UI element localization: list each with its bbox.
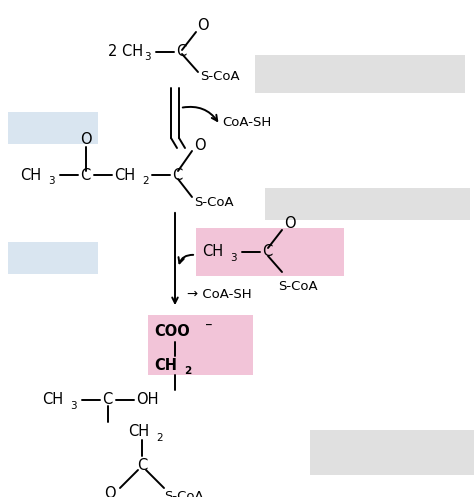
Text: 3: 3 bbox=[144, 52, 151, 62]
Text: 3: 3 bbox=[70, 401, 77, 411]
Text: COO: COO bbox=[154, 325, 190, 339]
Text: CH: CH bbox=[128, 424, 149, 439]
Text: 2: 2 bbox=[184, 366, 191, 376]
Text: O: O bbox=[284, 217, 296, 232]
Text: C: C bbox=[102, 393, 112, 408]
Text: O: O bbox=[197, 18, 209, 33]
Bar bbox=[255, 55, 465, 93]
Text: O: O bbox=[194, 138, 206, 153]
Text: S-CoA: S-CoA bbox=[194, 196, 234, 210]
Text: CH: CH bbox=[114, 167, 135, 182]
Text: ⁻: ⁻ bbox=[205, 321, 213, 335]
Text: C: C bbox=[176, 45, 186, 60]
Text: S-CoA: S-CoA bbox=[200, 70, 240, 83]
Text: 2 CH: 2 CH bbox=[108, 45, 143, 60]
Bar bbox=[196, 228, 344, 276]
Text: C: C bbox=[262, 245, 272, 259]
Text: 2: 2 bbox=[142, 176, 149, 186]
Text: OH: OH bbox=[136, 393, 158, 408]
Text: → CoA-SH: → CoA-SH bbox=[187, 288, 252, 302]
Text: S-CoA: S-CoA bbox=[164, 490, 204, 497]
Text: CH: CH bbox=[202, 245, 223, 259]
Text: O: O bbox=[80, 132, 91, 147]
Text: 2: 2 bbox=[156, 433, 163, 443]
Text: CH: CH bbox=[42, 393, 63, 408]
Text: 3: 3 bbox=[230, 253, 237, 263]
Text: 3: 3 bbox=[48, 176, 55, 186]
Bar bbox=[310, 430, 474, 475]
Bar bbox=[8, 112, 98, 144]
Bar bbox=[148, 315, 253, 375]
Text: CoA-SH: CoA-SH bbox=[222, 116, 271, 130]
Text: S-CoA: S-CoA bbox=[278, 279, 318, 293]
Bar bbox=[8, 242, 98, 274]
Text: CH: CH bbox=[20, 167, 41, 182]
Text: O: O bbox=[104, 487, 116, 497]
Text: C: C bbox=[80, 167, 90, 182]
Text: C: C bbox=[137, 459, 147, 474]
Bar bbox=[265, 188, 470, 220]
Text: CH: CH bbox=[154, 357, 177, 372]
Text: C: C bbox=[172, 167, 182, 182]
